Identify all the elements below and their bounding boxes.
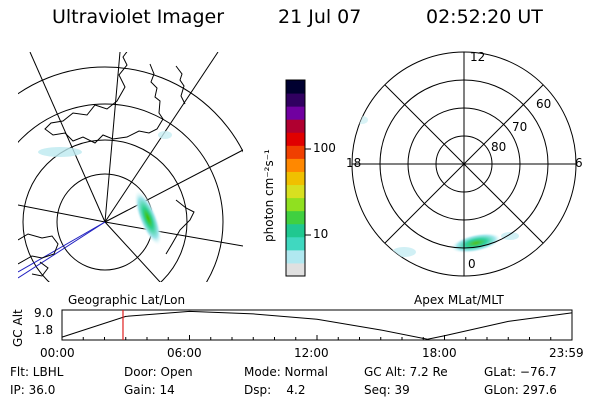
- status-filter: Flt: LBHL: [10, 365, 64, 379]
- status-gc-alt: GC Alt: 7.2 Re: [364, 365, 448, 379]
- colorbar-swatch: [286, 158, 305, 172]
- status-gain: Gain: 14: [124, 383, 175, 397]
- polar-mlt-label-right: 6: [575, 156, 583, 170]
- colorbar-swatch: [286, 223, 305, 238]
- polar-aurora: [450, 232, 502, 254]
- colorbar-swatch: [286, 106, 305, 120]
- polar-lat-label: 80: [491, 140, 506, 154]
- geo-meridian: [18, 204, 106, 223]
- altitude-y-tick: 9.0: [34, 306, 54, 320]
- polar-mlt-label-left: 18: [346, 156, 361, 170]
- colorbar: [285, 79, 306, 277]
- geo-lat-circle: [18, 103, 224, 282]
- polar-map-title: Apex MLat/MLT: [414, 293, 504, 307]
- geo-meridian: [29, 52, 106, 223]
- polar-lat-label: 70: [512, 120, 527, 134]
- geo-coastline: [44, 52, 164, 144]
- polar-mlt-label-top: 12: [470, 50, 485, 64]
- geo-meridian: [104, 221, 161, 282]
- polar-mlt-line: [384, 84, 544, 244]
- status-dsp: Dsp: 4.2: [244, 383, 306, 397]
- geo-aurora: [158, 131, 172, 139]
- geo-coastline: [31, 261, 49, 277]
- geo-trace: [18, 221, 106, 273]
- altitude-x-tick-label: 23:59: [549, 346, 584, 360]
- colorbar-frame: [285, 79, 306, 277]
- geo-meridian: [104, 221, 243, 247]
- altitude-x-tick-label: 00:00: [40, 346, 75, 360]
- geo-lat-circle: [22, 139, 188, 282]
- colorbar-tick-label: 100: [313, 141, 336, 155]
- colorbar-swatch: [286, 145, 305, 159]
- geo-lat-circle: [18, 66, 243, 153]
- altitude-y-tick: 1.8: [34, 323, 54, 337]
- status-glon: GLon: 297.6: [484, 383, 557, 397]
- colorbar-swatch: [286, 262, 305, 277]
- geo-map-title: Geographic Lat/Lon: [68, 293, 186, 307]
- polar-lat-label: 60: [536, 97, 551, 111]
- altitude-y-label: GC Alt: [11, 309, 25, 347]
- polar-aurora: [392, 247, 416, 257]
- time-label: 02:52:20 UT: [426, 6, 543, 28]
- geo-coastline: [18, 233, 59, 265]
- colorbar-swatch: [286, 80, 305, 94]
- polar-mlt-label-bottom: 0: [468, 257, 476, 271]
- altitude-x-tick-label: 18:00: [422, 346, 457, 360]
- geo-aurora: [134, 189, 162, 247]
- colorbar-tick-label: 10: [313, 227, 329, 241]
- altitude-x-ticks: [61, 335, 573, 340]
- status-glat: GLat: −76.7: [484, 365, 557, 379]
- status-ip: IP: 36.0: [10, 383, 56, 397]
- status-door: Door: Open: [124, 365, 193, 379]
- colorbar-swatch: [286, 236, 305, 251]
- colorbar-swatch: [286, 210, 305, 225]
- instrument-title: Ultraviolet Imager: [52, 6, 225, 28]
- geo-meridian: [104, 149, 243, 223]
- altitude-curve: [61, 310, 572, 340]
- status-seq: Seq: 39: [364, 383, 410, 397]
- geo-coastline: [165, 199, 195, 255]
- colorbar-swatch: [286, 171, 305, 186]
- polar-aurora: [501, 232, 519, 240]
- altitude-x-tick-label: 06:00: [167, 346, 202, 360]
- colorbar-swatch: [286, 184, 305, 199]
- date-label: 21 Jul 07: [278, 6, 362, 28]
- status-mode: Mode: Normal: [244, 365, 328, 379]
- geo-meridian: [104, 52, 121, 223]
- geo-coastline: [175, 65, 186, 105]
- colorbar-swatch: [286, 249, 305, 264]
- colorbar-swatch: [286, 132, 305, 146]
- altitude-x-tick-label: 12:00: [294, 346, 329, 360]
- geo-aurora: [38, 147, 82, 157]
- colorbar-swatch: [286, 197, 305, 212]
- colorbar-units: photon cm⁻²s⁻¹: [262, 149, 276, 242]
- colorbar-swatch: [286, 119, 305, 133]
- colorbar-swatch: [286, 93, 305, 107]
- geo-trace: [18, 221, 106, 279]
